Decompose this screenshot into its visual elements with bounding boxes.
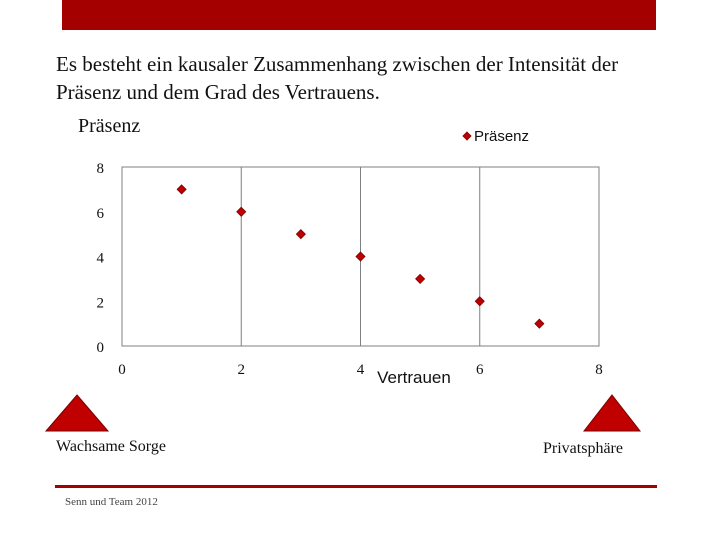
- chart-title: Präsenz: [78, 115, 141, 137]
- legend-marker: [462, 131, 472, 141]
- y-tick-label: 8: [97, 161, 105, 177]
- legend-label: Präsenz: [474, 128, 529, 145]
- top-accent-bar: [62, 0, 656, 30]
- bottom-accent-line: [55, 485, 657, 488]
- y-tick-label: 0: [97, 340, 105, 356]
- y-tick-label: 6: [97, 206, 105, 222]
- x-tick-label: 0: [118, 362, 126, 378]
- y-tick-label: 4: [97, 251, 105, 267]
- data-point: [534, 318, 545, 329]
- x-tick-label: 4: [357, 362, 365, 378]
- right-pole-label: Privatsphäre: [543, 440, 623, 457]
- y-tick-label: 2: [97, 295, 105, 311]
- data-point: [295, 229, 306, 240]
- x-tick-label: 8: [595, 362, 603, 378]
- data-point: [355, 251, 366, 262]
- right-triangle-marker: [582, 394, 642, 432]
- data-point: [236, 206, 247, 217]
- data-point: [474, 296, 485, 307]
- slide-body-text: Es besteht ein kausaler Zusammenhang zwi…: [56, 52, 619, 104]
- credit-text: Senn und Team 2012: [65, 496, 158, 508]
- left-pole-label: Wachsame Sorge: [56, 438, 166, 455]
- left-triangle-marker: [44, 394, 110, 432]
- data-point: [176, 184, 187, 195]
- x-tick-label: 2: [238, 362, 246, 378]
- x-axis-title: Vertrauen: [377, 368, 451, 387]
- x-tick-label: 6: [476, 362, 484, 378]
- data-point: [415, 273, 426, 284]
